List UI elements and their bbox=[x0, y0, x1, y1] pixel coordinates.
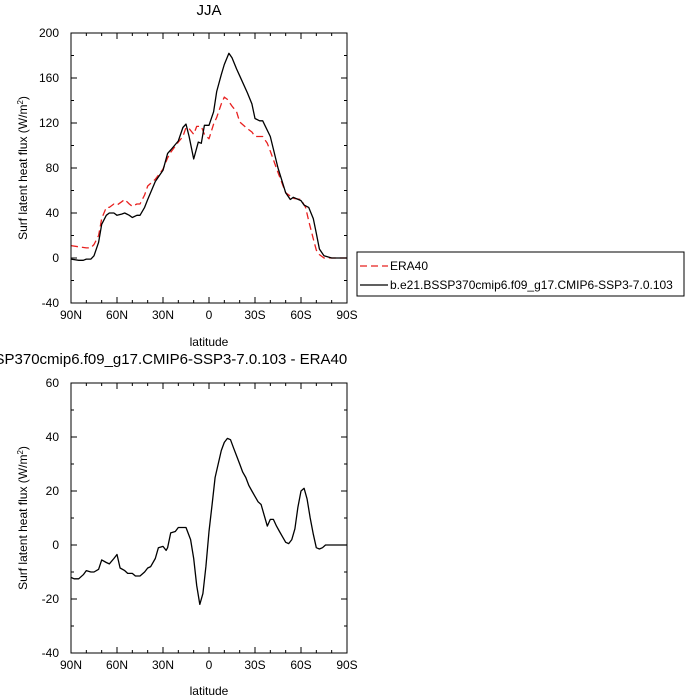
bottom-chart-title: b.e21.BSSP370cmip6.f09_g17.CMIP6-SSP3-7.… bbox=[0, 351, 347, 368]
top-chart-ylabel-main: Surf latent heat flux (W/m bbox=[16, 105, 30, 240]
top-chart-ylabel-close: ) bbox=[16, 96, 30, 100]
bottom-chart-ytick-label: 40 bbox=[46, 430, 60, 444]
top-chart-ylabel-sup: 2 bbox=[16, 100, 25, 105]
bottom-chart-ytick-label: 0 bbox=[52, 538, 59, 552]
top-chart-xtick-label: 0 bbox=[206, 308, 213, 322]
top-chart-xtick-label: 60N bbox=[106, 308, 128, 322]
bottom-chart-xlabel: latitude bbox=[190, 684, 229, 698]
bottom-chart-xtick-label: 60S bbox=[290, 658, 311, 672]
bottom-chart-series-layer bbox=[70, 437, 347, 606]
bottom-chart-ylabel: Surf latent heat flux (W/m2) bbox=[16, 446, 31, 590]
bottom-chart-ylabel-close: ) bbox=[16, 446, 30, 450]
bottom-chart-ytick-label: -40 bbox=[42, 646, 60, 660]
bottom-chart: b.e21.BSSP370cmip6.f09_g17.CMIP6-SSP3-7.… bbox=[0, 351, 358, 698]
bottom-chart-xtick-label: 90N bbox=[60, 658, 82, 672]
legend-label-era40: ERA40 bbox=[390, 259, 428, 273]
top-chart: JJA 90N 60N 30N 0 30S 60S 90S -40 0 40 80 120 160 200… bbox=[16, 2, 685, 349]
bottom-chart-frame bbox=[70, 382, 348, 654]
top-chart-ytick-label: 80 bbox=[46, 161, 60, 175]
top-chart-xtick-label: 30S bbox=[244, 308, 265, 322]
bottom-chart-ytick-label: 60 bbox=[46, 376, 60, 390]
top-chart-ytick-label: 0 bbox=[52, 251, 59, 265]
legend-label-model: b.e21.BSSP370cmip6.f09_g17.CMIP6-SSP3-7.… bbox=[390, 278, 673, 292]
top-chart-ytick-label: 40 bbox=[46, 206, 60, 220]
top-chart-xlabel: latitude bbox=[190, 335, 229, 349]
bottom-chart-ylabel-sup: 2 bbox=[16, 450, 25, 455]
top-chart-ytick-label: -40 bbox=[42, 296, 60, 310]
bottom-chart-xtick-label: 30S bbox=[244, 658, 265, 672]
bottom-chart-xtick-label: 30N bbox=[152, 658, 174, 672]
bottom-chart-series-line-0 bbox=[70, 437, 347, 606]
top-chart-series-line-1 bbox=[70, 52, 347, 261]
top-chart-xtick-label: 90N bbox=[60, 308, 82, 322]
bottom-chart-ytick-label: -20 bbox=[42, 592, 60, 606]
legend-box bbox=[356, 251, 685, 297]
bottom-chart-ticks: 90N 60N 30N 0 30S 60S 90S -40 -20 0 20 40 60 bbox=[42, 376, 358, 672]
bottom-chart-xtick-label: 60N bbox=[106, 658, 128, 672]
bottom-chart-ytick-label: 20 bbox=[46, 484, 60, 498]
top-chart-title: JJA bbox=[196, 2, 221, 19]
top-chart-legend: ERA40 b.e21.BSSP370cmip6.f09_g17.CMIP6-S… bbox=[356, 251, 685, 297]
top-chart-ylabel: Surf latent heat flux (W/m2) bbox=[16, 96, 31, 240]
top-chart-ytick-label: 200 bbox=[39, 26, 59, 40]
top-chart-frame bbox=[70, 32, 348, 304]
top-chart-xtick-label: 30N bbox=[152, 308, 174, 322]
top-chart-ytick-label: 160 bbox=[39, 71, 59, 85]
top-chart-series-layer bbox=[70, 52, 347, 261]
top-chart-ticks: 90N 60N 30N 0 30S 60S 90S -40 0 40 80 120 160 200 bbox=[39, 26, 358, 322]
bottom-chart-ylabel-main: Surf latent heat flux (W/m bbox=[16, 455, 30, 590]
bottom-chart-xtick-label: 0 bbox=[206, 658, 213, 672]
top-chart-xtick-label: 60S bbox=[290, 308, 311, 322]
top-chart-xtick-label: 90S bbox=[336, 308, 357, 322]
bottom-chart-xtick-label: 90S bbox=[336, 658, 357, 672]
top-chart-ytick-label: 120 bbox=[39, 116, 59, 130]
top-chart-series-line-0 bbox=[70, 96, 347, 259]
